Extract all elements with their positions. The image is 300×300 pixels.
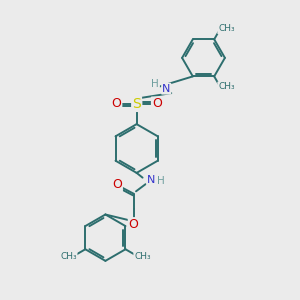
Text: O: O bbox=[152, 98, 162, 110]
Text: N: N bbox=[162, 84, 170, 94]
Text: O: O bbox=[112, 178, 122, 191]
Text: H: H bbox=[151, 79, 159, 88]
Text: O: O bbox=[112, 98, 122, 110]
Text: CH₃: CH₃ bbox=[134, 252, 151, 261]
Text: H: H bbox=[157, 176, 164, 186]
Text: O: O bbox=[129, 218, 139, 231]
Text: N: N bbox=[147, 175, 156, 185]
Text: CH₃: CH₃ bbox=[60, 252, 77, 261]
Text: CH₃: CH₃ bbox=[218, 25, 235, 34]
Text: CH₃: CH₃ bbox=[218, 82, 235, 91]
Text: S: S bbox=[132, 97, 141, 111]
